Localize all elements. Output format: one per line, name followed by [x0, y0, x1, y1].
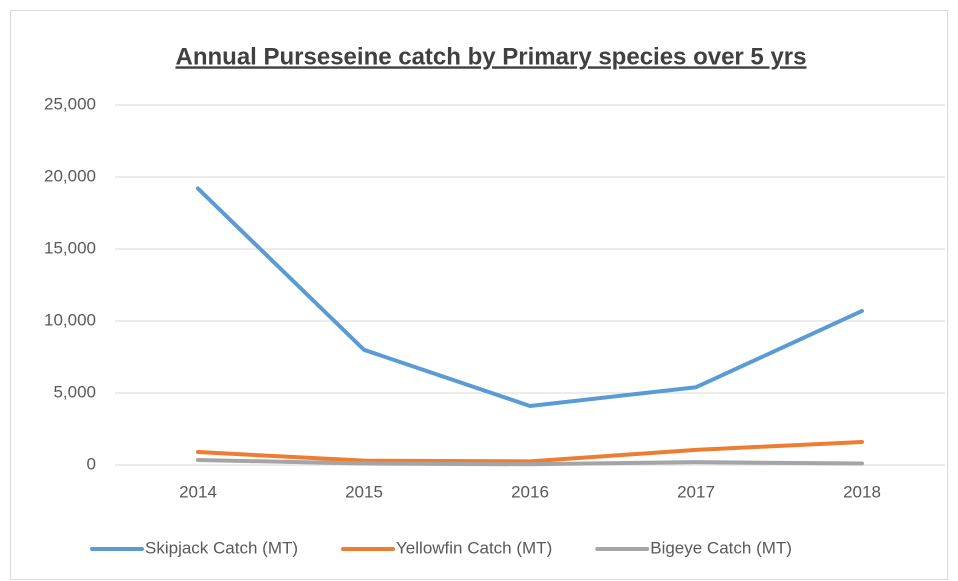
- x-tick-label: 2014: [179, 482, 217, 501]
- x-tick-label: 2018: [843, 482, 881, 501]
- series-line: [196, 457, 864, 467]
- y-tick-label: 0: [87, 454, 96, 473]
- x-tick-label: 2016: [511, 482, 549, 501]
- series-line: [196, 439, 864, 464]
- legend-label: Skipjack Catch (MT): [145, 538, 298, 557]
- y-tick-label: 20,000: [44, 166, 96, 185]
- x-tick-label: 2017: [677, 482, 715, 501]
- y-tick-label: 5,000: [53, 382, 96, 401]
- chart-border: [10, 10, 948, 580]
- x-tick-label: 2015: [345, 482, 383, 501]
- y-tick-label: 10,000: [44, 310, 96, 329]
- legend-label: Bigeye Catch (MT): [650, 538, 792, 557]
- legend-label: Yellowfin Catch (MT): [396, 538, 552, 557]
- y-tick-label: 15,000: [44, 238, 96, 257]
- chart-title: Annual Purseseine catch by Primary speci…: [176, 43, 807, 70]
- series-line: [196, 186, 864, 408]
- y-tick-label: 25,000: [44, 94, 96, 113]
